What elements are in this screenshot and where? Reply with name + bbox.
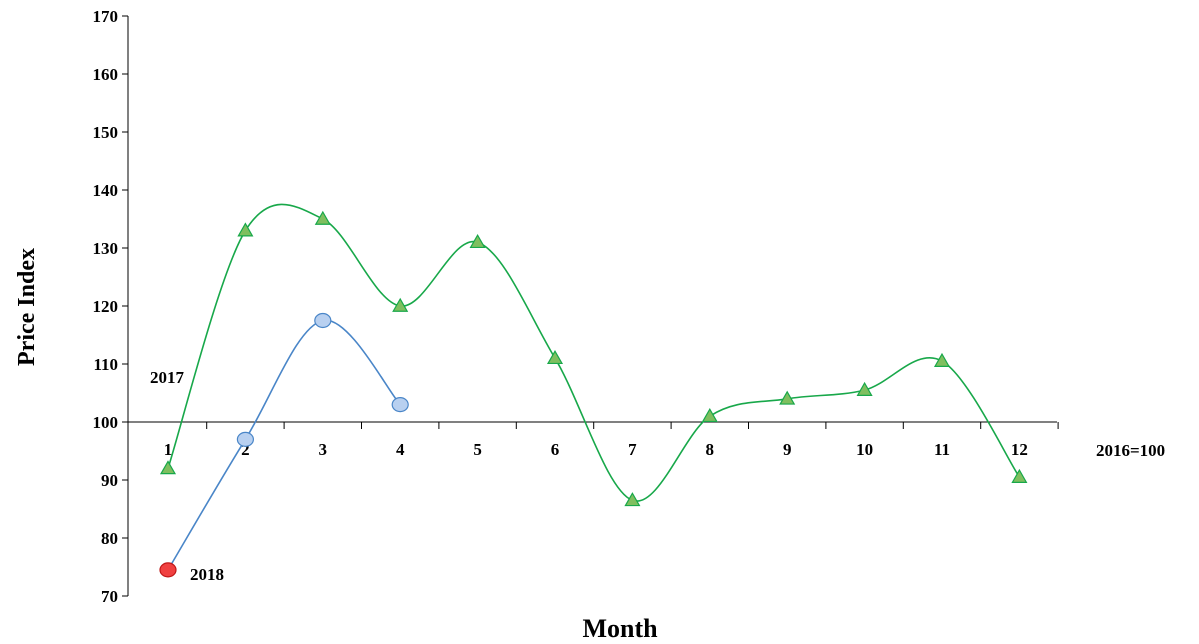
series-line-2017 xyxy=(167,203,1021,502)
point-2018-1 xyxy=(159,562,177,578)
point-2017-2 xyxy=(237,222,254,237)
point-2017-6 xyxy=(546,349,564,365)
y-tick-label: 100 xyxy=(93,413,119,432)
x-tick-label: 2 xyxy=(241,440,250,459)
x-tick-label: 6 xyxy=(551,440,560,459)
point-2017-8 xyxy=(701,407,718,423)
x-tick-label: 1 xyxy=(164,440,173,459)
point-2017-9 xyxy=(779,390,796,405)
point-2018-4 xyxy=(391,397,409,413)
point-2017-11 xyxy=(933,352,951,367)
point-2017-7 xyxy=(624,492,641,507)
axes xyxy=(127,16,1057,596)
y-tick-label: 90 xyxy=(101,471,118,490)
point-2017-3 xyxy=(314,210,331,225)
x-axis-title: Month xyxy=(582,614,658,643)
x-tick-label: 9 xyxy=(783,440,792,459)
y-tick-label: 110 xyxy=(93,355,118,374)
y-tick-label: 170 xyxy=(93,7,119,26)
point-2018-2 xyxy=(236,431,254,447)
x-tick-label: 10 xyxy=(856,440,873,459)
annotation-base-year: 2016=100 xyxy=(1096,441,1165,460)
series-line-2018 xyxy=(167,319,401,571)
series-layer xyxy=(159,203,1028,578)
y-tick-label: 140 xyxy=(93,181,119,200)
y-tick-label: 120 xyxy=(93,297,119,316)
point-2017-4 xyxy=(392,297,409,312)
y-tick-label: 80 xyxy=(101,529,118,548)
x-tick-label: 5 xyxy=(473,440,482,459)
y-tick-label: 70 xyxy=(101,587,118,606)
point-2018-3 xyxy=(314,312,332,329)
y-axis-title: Price Index xyxy=(14,248,40,366)
point-2017-12 xyxy=(1011,468,1028,483)
y-axis-ticks: 70 80 90 100 110 120 130 140 150 160 170 xyxy=(93,7,128,606)
x-tick-label: 7 xyxy=(628,440,637,459)
y-tick-label: 160 xyxy=(93,65,119,84)
annotation-2018: 2018 xyxy=(190,565,224,584)
x-tick-label: 8 xyxy=(706,440,715,459)
annotation-2017: 2017 xyxy=(150,368,185,387)
x-tick-label: 12 xyxy=(1011,440,1028,459)
y-tick-label: 150 xyxy=(93,123,119,142)
y-tick-label: 130 xyxy=(93,239,119,258)
point-2017-1 xyxy=(159,460,177,475)
x-tick-label: 3 xyxy=(319,440,328,459)
x-axis-ticks: 1 2 3 4 5 6 7 8 9 10 11 12 xyxy=(164,422,1059,459)
point-2017-5 xyxy=(469,233,486,249)
point-2017-10 xyxy=(856,381,873,396)
x-tick-label: 4 xyxy=(396,440,405,459)
x-tick-label: 11 xyxy=(934,440,950,459)
